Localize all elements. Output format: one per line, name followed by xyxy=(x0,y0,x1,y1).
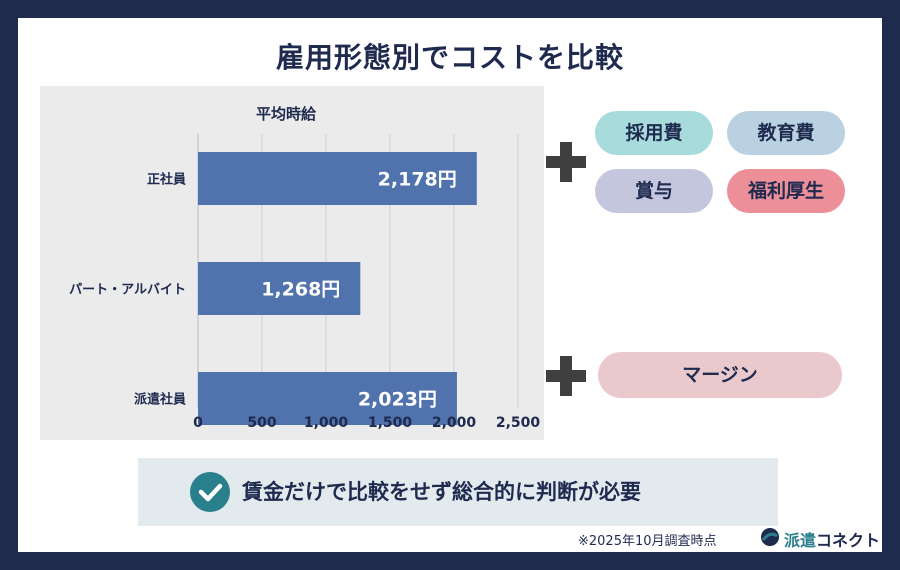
extra-cost-pill-welfare: 福利厚生 xyxy=(727,169,845,213)
x-tick-label: 1,000 xyxy=(304,415,349,431)
check-circle-icon xyxy=(190,472,230,512)
extra-cost-pill-bonus: 賞与 xyxy=(595,169,713,213)
plus-icon xyxy=(546,142,586,182)
x-tick-label: 500 xyxy=(247,415,276,431)
chart-svg: 平均時給 2,178円 正社員 1,268円 パート・アルバイト 2,023円 派遣社員 0 5… xyxy=(69,105,541,431)
category-label: 正社員 xyxy=(147,172,186,188)
x-tick-label: 2,500 xyxy=(496,415,541,431)
category-label: 派遣社員 xyxy=(134,392,186,408)
page-title: 雇用形態別でコストを比較 xyxy=(275,41,624,74)
extra-cost-pill-margin: マージン xyxy=(598,352,842,398)
conclusion-note: 賃金だけで比較をせず総合的に判断が必要 xyxy=(138,458,778,526)
plus-icon xyxy=(546,356,586,396)
chart-title: 平均時給 xyxy=(256,105,317,123)
extra-cost-pill-recruitment: 採用費 xyxy=(595,111,713,155)
x-tick-label: 2,000 xyxy=(432,415,477,431)
x-tick-label: 0 xyxy=(193,415,203,431)
bar-value-label: 2,023円 xyxy=(358,389,437,411)
extra-cost-pill-training: 教育費 xyxy=(727,111,845,155)
bar xyxy=(198,262,361,315)
brand-name-accent: 派遣 xyxy=(784,531,817,550)
survey-date-note: ※2025年10月調査時点 xyxy=(578,534,717,549)
brand-name-rest: コネクト xyxy=(816,531,881,550)
conclusion-text: 賃金だけで比較をせず総合的に判断が必要 xyxy=(242,480,641,504)
x-tick-label: 1,500 xyxy=(368,415,413,431)
category-label: パート・アルバイト xyxy=(69,283,186,298)
bar-value-label: 1,268円 xyxy=(261,279,340,301)
bar xyxy=(198,152,477,205)
bar-value-label: 2,178円 xyxy=(378,169,457,191)
brand-logo-icon xyxy=(760,527,780,547)
brand-name: 派遣コネクト xyxy=(784,527,880,551)
infographic-card: 雇用形態別でコストを比較 平均時給 2,178円 正社員 1,268円 パート・アルバイ… xyxy=(18,18,882,552)
hourly-wage-chart: 平均時給 2,178円 正社員 1,268円 パート・アルバイト 2,023円 派遣社員 0 5… xyxy=(40,86,544,440)
bar xyxy=(198,372,457,425)
